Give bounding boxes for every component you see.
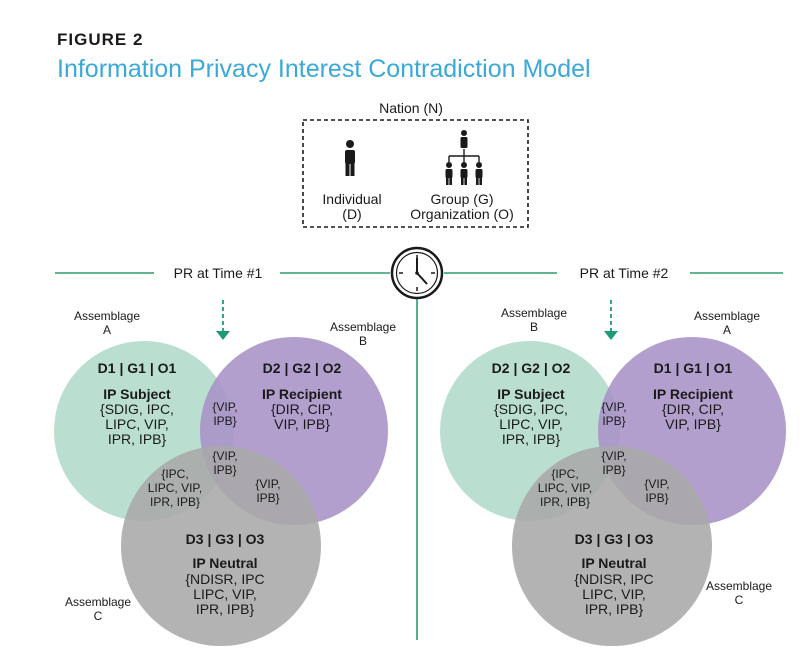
clock-icon xyxy=(390,246,444,300)
right-neutral-line: {NDISR, IPC xyxy=(574,571,653,587)
right-recipient-line: VIP, IPB} xyxy=(665,416,721,432)
left-assemblage-c-label: Assemblage xyxy=(65,595,131,609)
left-overlap-bc-line: IPB} xyxy=(256,491,279,505)
left-subject-title: IP Subject xyxy=(103,386,171,402)
right-subject-code: D2 | G2 | O2 xyxy=(492,360,571,376)
right-neutral-circle xyxy=(512,446,712,646)
left-subject-line: IPR, IPB} xyxy=(108,431,167,447)
left-subject-line: LIPC, VIP, xyxy=(105,416,169,432)
organization-label: Organization (O) xyxy=(410,206,513,222)
nation-box xyxy=(302,119,529,228)
left-venn: Assemblage A Assemblage B Assemblage C D… xyxy=(54,300,396,646)
left-recipient-line: VIP, IPB} xyxy=(274,416,330,432)
left-subject-code: D1 | G1 | O1 xyxy=(98,360,177,376)
right-neutral-code: D3 | G3 | O3 xyxy=(575,531,654,547)
left-subject-line: {SDIG, IPC, xyxy=(100,401,174,417)
right-assemblage-c-label: Assemblage xyxy=(706,579,772,593)
right-overlap-center-line: {VIP, xyxy=(601,449,626,463)
right-assemblage-b-label: Assemblage xyxy=(501,306,567,320)
right-overlap-ac-line: IPR, IPB} xyxy=(540,495,590,509)
right-subject-line: LIPC, VIP, xyxy=(499,416,563,432)
left-assemblage-b-label: Assemblage xyxy=(330,320,396,334)
org-chart-icon xyxy=(445,130,483,185)
time2-label: PR at Time #2 xyxy=(580,265,669,281)
left-overlap-bc-line: {VIP, xyxy=(255,477,280,491)
left-overlap-center-line: {VIP, xyxy=(212,449,237,463)
left-recipient-title: IP Recipient xyxy=(262,386,342,402)
left-neutral-line: {NDISR, IPC xyxy=(185,571,264,587)
right-neutral-title: IP Neutral xyxy=(581,555,646,571)
left-overlap-center-line: IPB} xyxy=(213,463,236,477)
figure-label: FIGURE 2 xyxy=(57,30,144,49)
right-recipient-code: D1 | G1 | O1 xyxy=(654,360,733,376)
left-neutral-line: LIPC, VIP, xyxy=(193,586,257,602)
figure-title: Information Privacy Interest Contradicti… xyxy=(57,55,591,83)
left-neutral-line: IPR, IPB} xyxy=(196,601,255,617)
left-assemblage-c-letter: C xyxy=(94,609,103,623)
left-overlap-ab-line: {VIP, xyxy=(212,400,237,414)
right-assemblage-a-letter: A xyxy=(723,323,731,337)
group-label: Group (G) xyxy=(430,191,493,207)
nation-label: Nation (N) xyxy=(379,100,443,116)
right-assemblage-c-letter: C xyxy=(735,593,744,607)
right-assemblage-b-letter: B xyxy=(530,320,538,334)
left-neutral-title: IP Neutral xyxy=(192,555,257,571)
right-subject-line: {SDIG, IPC, xyxy=(494,401,568,417)
left-overlap-ac-line: LIPC, VIP, xyxy=(148,481,202,495)
right-overlap-ac-line: {IPC, xyxy=(551,467,578,481)
right-overlap-bc-line: {VIP, xyxy=(644,477,669,491)
right-recipient-title: IP Recipient xyxy=(653,386,733,402)
right-overlap-bc-line: IPB} xyxy=(645,491,668,505)
left-assemblage-a-label: Assemblage xyxy=(74,309,140,323)
right-overlap-ab-line: {VIP, xyxy=(601,400,626,414)
left-overlap-ac-line: IPR, IPB} xyxy=(150,495,200,509)
right-neutral-line: IPR, IPB} xyxy=(585,601,644,617)
right-subject-title: IP Subject xyxy=(497,386,565,402)
left-assemblage-b-letter: B xyxy=(359,334,367,348)
right-venn: Assemblage B Assemblage A Assemblage C D… xyxy=(440,300,786,646)
individual-label: Individual xyxy=(322,191,381,207)
right-down-arrow xyxy=(604,300,618,340)
right-overlap-center-line: IPB} xyxy=(602,463,625,477)
right-overlap-ac-line: LIPC, VIP, xyxy=(538,481,592,495)
left-neutral-circle xyxy=(121,446,321,646)
right-assemblage-a-label: Assemblage xyxy=(694,309,760,323)
individual-code: (D) xyxy=(342,206,361,222)
time1-label: PR at Time #1 xyxy=(174,265,263,281)
right-neutral-line: LIPC, VIP, xyxy=(582,586,646,602)
left-recipient-code: D2 | G2 | O2 xyxy=(263,360,342,376)
person-icon xyxy=(345,140,355,176)
left-down-arrow xyxy=(216,300,230,340)
right-subject-line: IPR, IPB} xyxy=(502,431,561,447)
right-recipient-line: {DIR, CIP, xyxy=(662,401,724,417)
right-overlap-ab-line: IPB} xyxy=(602,414,625,428)
left-neutral-code: D3 | G3 | O3 xyxy=(186,531,265,547)
left-overlap-ab-line: IPB} xyxy=(213,414,236,428)
left-overlap-ac-line: {IPC, xyxy=(161,467,188,481)
left-recipient-line: {DIR, CIP, xyxy=(271,401,333,417)
left-assemblage-a-letter: A xyxy=(103,323,111,337)
